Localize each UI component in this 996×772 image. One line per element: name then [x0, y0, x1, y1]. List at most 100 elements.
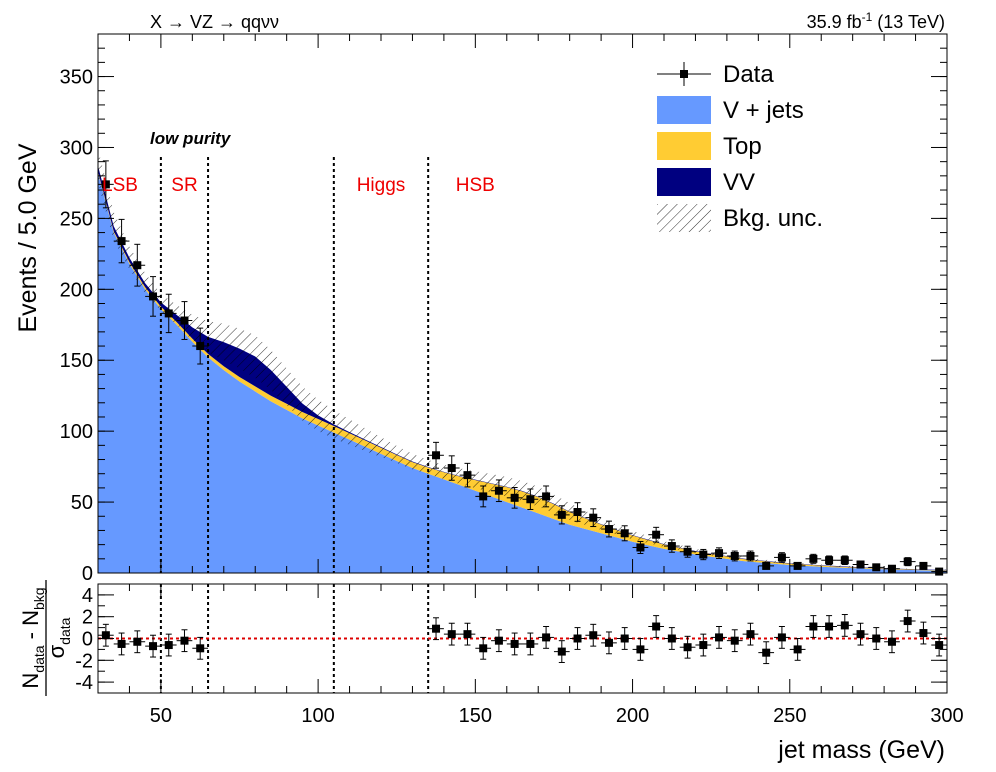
data-marker [652, 530, 661, 539]
y-tick-label: -4 [75, 672, 93, 694]
data-point [742, 550, 759, 562]
data-point [726, 550, 743, 562]
data-marker [510, 493, 519, 502]
data-point [632, 540, 649, 554]
data-marker [447, 464, 456, 473]
data-point [711, 547, 727, 559]
data-marker [133, 261, 142, 270]
ratio-point [789, 638, 806, 661]
data-point [192, 327, 209, 365]
ratio-point [868, 627, 885, 650]
lumi-label: 35.9 fb-1 (13 TeV) [807, 10, 945, 32]
ratio-marker [730, 636, 739, 645]
lumi-value: 35.9 fb [807, 12, 862, 32]
ratio-point [538, 626, 554, 649]
legend-label: Top [723, 133, 762, 160]
y-tick-label: 150 [60, 350, 93, 372]
data-point [569, 502, 586, 522]
ratio-point [726, 629, 743, 653]
data-marker [557, 510, 566, 519]
data-point [585, 508, 602, 528]
data-point [852, 560, 869, 569]
ratio-marker [526, 639, 535, 648]
ratio-point [899, 609, 916, 633]
ratio-marker [793, 645, 802, 654]
legend-item-vv: VV [657, 168, 755, 196]
ratio-point [711, 626, 727, 649]
y-axis-title: Events / 5.0 GeV [14, 143, 42, 332]
data-point [648, 526, 664, 543]
ratio-marker [762, 648, 771, 657]
legend-label: V + jets [723, 97, 804, 124]
legend-data-marker [680, 70, 688, 78]
data-point [884, 564, 900, 573]
legend-item-data: Data [657, 61, 774, 88]
data-marker [479, 492, 488, 501]
energy-label: (13 TeV) [877, 12, 945, 32]
data-point [774, 552, 790, 563]
y-tick-label: 50 [71, 492, 93, 514]
legend-label: Data [723, 61, 774, 88]
ratio-marker [164, 641, 173, 650]
data-point [805, 553, 822, 564]
ratio-marker [699, 641, 708, 650]
data-marker [196, 342, 205, 351]
data-point [538, 485, 554, 508]
ratio-marker [604, 638, 613, 647]
ratio-marker [463, 630, 472, 639]
ratio-marker [479, 644, 488, 653]
ratio-marker [840, 621, 849, 630]
category-label: low purity [150, 129, 232, 148]
main-axes: 0 50 100 150 200 250 300 350 [60, 33, 948, 585]
bkg-unc-band [98, 148, 947, 571]
data-marker [573, 508, 582, 517]
ratio-marker [196, 644, 205, 653]
ratio-marker [903, 617, 912, 626]
ratio-marker [557, 647, 566, 656]
data-point [522, 488, 539, 510]
ratio-point [664, 627, 680, 650]
region-label-hsb: HSB [456, 175, 495, 196]
data-marker [667, 542, 676, 551]
ratio-point [648, 615, 664, 638]
data-point [695, 548, 712, 561]
ratio-point [428, 617, 444, 641]
region-label-lsb: LSB [102, 175, 138, 196]
data-marker [809, 554, 818, 563]
ratio-marker [825, 622, 834, 631]
ratio-marker [494, 636, 503, 645]
data-marker [793, 561, 802, 570]
legend-item-v-jets: V + jets [657, 96, 804, 124]
ratio-point [569, 627, 586, 650]
data-point [506, 486, 523, 509]
y-tick-label: 100 [60, 421, 93, 443]
data-marker [463, 471, 472, 480]
ratio-marker [746, 630, 755, 639]
ratio-marker [447, 630, 456, 639]
ratio-marker [432, 624, 441, 633]
x-tick-label: 300 [930, 705, 963, 727]
ratio-marker [101, 631, 110, 640]
ratio-y-axis-title: Ndata - Nbkg σdata [18, 580, 73, 696]
x-tick-label: 150 [459, 705, 492, 727]
ratio-point [113, 632, 130, 656]
data-point [679, 545, 696, 558]
ratio-point [145, 634, 161, 658]
legend-swatch [657, 96, 711, 124]
ratio-point [459, 622, 476, 646]
data-point [931, 567, 947, 576]
ratio-marker [149, 642, 158, 651]
legend: Data V + jets Top VV Bkg. unc. [657, 61, 823, 232]
legend-label: VV [723, 169, 755, 196]
ratio-point [176, 629, 193, 653]
ratio-marker [510, 639, 519, 648]
data-marker [715, 549, 724, 558]
ratio-marker [683, 643, 692, 652]
data-point [664, 539, 680, 553]
data-point [98, 160, 114, 209]
ratio-point [443, 622, 460, 646]
ratio-point [475, 636, 492, 660]
legend-swatch [657, 132, 711, 160]
data-point [129, 243, 146, 287]
data-point [758, 561, 775, 570]
